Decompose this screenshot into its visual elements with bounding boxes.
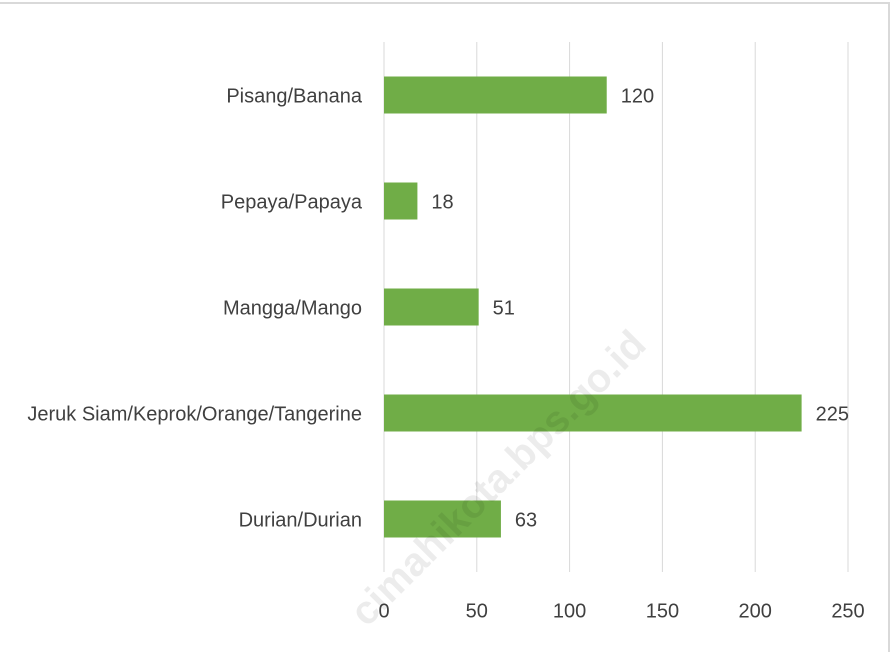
data-label: 120 [621, 85, 654, 107]
data-label: 63 [515, 509, 537, 531]
bar [384, 500, 501, 538]
bar [384, 394, 802, 432]
x-tick-label: 0 [378, 600, 389, 622]
data-label: 225 [816, 403, 849, 425]
bar [384, 76, 607, 114]
data-label: 18 [431, 191, 453, 213]
y-tick-label: Pisang/Banana [226, 85, 363, 107]
bar [384, 288, 479, 326]
x-tick-label: 100 [553, 600, 586, 622]
y-tick-label: Jeruk Siam/Keprok/Orange/Tangerine [27, 403, 362, 425]
bars: Pisang/Banana 120 Pepaya/Papaya 18 Mangga/Ma… [27, 76, 849, 538]
y-tick-label: Mangga/Mango [223, 297, 362, 319]
x-tick-label: 150 [646, 600, 679, 622]
grid: 0 50 100 150 200 250 [378, 42, 865, 622]
bar [384, 182, 418, 220]
x-tick-label: 250 [831, 600, 864, 622]
data-label: 51 [493, 297, 515, 319]
y-tick-label: Pepaya/Papaya [221, 191, 363, 213]
x-tick-label: 50 [466, 600, 488, 622]
y-tick-label: Durian/Durian [239, 509, 362, 531]
x-tick-label: 200 [739, 600, 772, 622]
